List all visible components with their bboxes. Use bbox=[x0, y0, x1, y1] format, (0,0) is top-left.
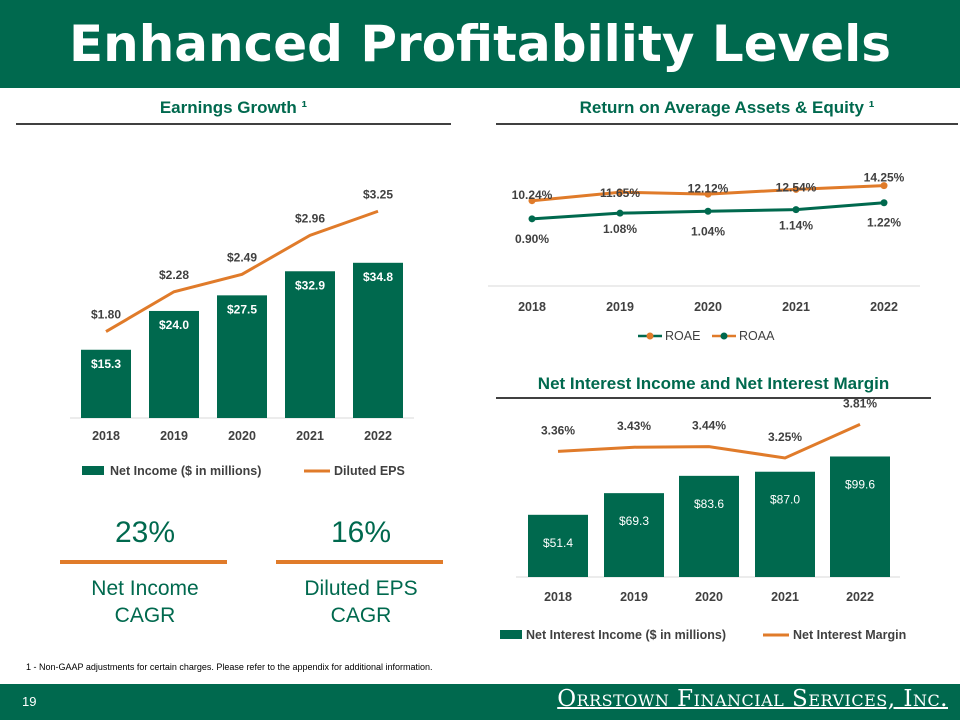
data-label-roae-2022: 14.25% bbox=[864, 171, 905, 185]
x-tick-label-2020: 2020 bbox=[694, 300, 722, 314]
marker-roae-2020 bbox=[704, 207, 712, 215]
x-tick-label-2021: 2021 bbox=[771, 590, 799, 604]
line-label-nim-2019: 3.43% bbox=[617, 419, 651, 433]
marker-roae-2021 bbox=[792, 206, 800, 214]
line-net-interest-margin bbox=[557, 423, 861, 460]
earnings-growth-chart: $15.3 2018 $1.80 $24.0 2019 $2.28 $27.5 2020 $2.… bbox=[70, 187, 414, 478]
bar-net-income-2021 bbox=[285, 271, 335, 418]
data-label-roaa-2021: 1.14% bbox=[779, 219, 813, 233]
legend-label-nii: Net Interest Income ($ in millions) bbox=[526, 628, 726, 642]
x-tick-label-2021: 2021 bbox=[296, 429, 324, 443]
legend-label-nim: Net Interest Margin bbox=[793, 628, 906, 642]
legend-label-net-income: Net Income ($ in millions) bbox=[110, 464, 261, 478]
line-label-eps-2018: $1.80 bbox=[91, 308, 121, 322]
bar-label-nii-2021: $87.0 bbox=[770, 493, 800, 507]
title-banner bbox=[0, 0, 960, 88]
marker-roae-2018 bbox=[528, 215, 536, 223]
data-label-roaa-2019: 1.08% bbox=[603, 222, 637, 236]
data-label-roaa-2018: 0.90% bbox=[515, 232, 549, 246]
net-income-cagr-label: Net Income CAGR bbox=[91, 577, 199, 627]
marker-roae-2022 bbox=[880, 199, 888, 207]
data-label-roae-2020: 12.12% bbox=[688, 181, 729, 195]
eps-cagr-divider bbox=[276, 560, 443, 564]
line-label-eps-2020: $2.49 bbox=[227, 250, 257, 264]
data-label-roaa-2020: 1.04% bbox=[691, 224, 725, 238]
x-tick-label-2018: 2018 bbox=[518, 300, 546, 314]
line-label-eps-2022: $3.25 bbox=[363, 187, 393, 201]
x-tick-label-2019: 2019 bbox=[160, 429, 188, 443]
nii-chart: $51.4 2018 3.36% $69.3 2019 3.43% $83.6 2020 3.4… bbox=[500, 396, 906, 642]
marker-roaa-2019 bbox=[616, 188, 624, 196]
bar-label-nii-2018: $51.4 bbox=[543, 536, 573, 550]
x-tick-label-2022: 2022 bbox=[364, 429, 392, 443]
bar-nii-2020 bbox=[679, 475, 739, 577]
bar-net-income-2022 bbox=[353, 262, 403, 418]
bar-nii-2018 bbox=[528, 514, 588, 577]
bar-label-net-income-2019: $24.0 bbox=[159, 318, 189, 332]
roa-roe-title: Return on Average Assets & Equity ¹ bbox=[579, 98, 875, 117]
legend-marker-roae bbox=[646, 332, 654, 340]
earnings-growth-rule bbox=[16, 123, 451, 125]
marker-roaa-2021 bbox=[792, 185, 800, 193]
net-income-cagr-value: 23% bbox=[114, 516, 176, 549]
roa-roe-chart: 2018 2019 2020 2021 2022 10.24% 0.90% 11.65% 1.0… bbox=[488, 171, 920, 343]
bar-label-net-income-2021: $32.9 bbox=[295, 278, 325, 292]
bar-label-nii-2022: $99.6 bbox=[845, 477, 875, 491]
roa-roe-rule bbox=[496, 123, 958, 125]
x-tick-label-2021: 2021 bbox=[782, 300, 810, 314]
x-tick-label-2018: 2018 bbox=[544, 590, 572, 604]
line-label-eps-2021: $2.96 bbox=[295, 211, 325, 225]
eps-cagr-value: 16% bbox=[330, 516, 392, 549]
line-label-nim-2022: 3.81% bbox=[843, 396, 877, 410]
data-label-roae-2019: 11.65% bbox=[600, 186, 640, 200]
legend-label-roae: ROAE bbox=[665, 329, 700, 343]
line-label-nim-2020: 3.44% bbox=[692, 419, 726, 433]
line-label-nim-2018: 3.36% bbox=[541, 423, 575, 437]
line-diluted-eps bbox=[105, 209, 379, 333]
bar-nii-2019 bbox=[604, 493, 664, 577]
x-tick-label-2019: 2019 bbox=[620, 590, 648, 604]
x-tick-label-2019: 2019 bbox=[606, 300, 634, 314]
x-tick-label-2018: 2018 bbox=[92, 429, 120, 443]
legend-label-eps: Diluted EPS bbox=[334, 464, 405, 478]
x-tick-label-2020: 2020 bbox=[695, 590, 723, 604]
footer-bar bbox=[0, 684, 960, 720]
x-tick-label-2022: 2022 bbox=[870, 300, 898, 314]
data-label-roae-2021: 12.54% bbox=[776, 181, 817, 195]
data-label-roaa-2022: 1.22% bbox=[867, 216, 901, 230]
bar-label-net-income-2022: $34.8 bbox=[363, 270, 393, 284]
bar-net-income-2018 bbox=[81, 349, 131, 418]
bar-net-income-2019 bbox=[149, 310, 199, 418]
legend-marker-roaa bbox=[720, 332, 728, 340]
nii-rule bbox=[496, 397, 931, 399]
data-label-roae-2018: 10.24% bbox=[512, 188, 553, 202]
earnings-growth-title: Earnings Growth ¹ bbox=[159, 98, 308, 117]
x-tick-label-2020: 2020 bbox=[228, 429, 256, 443]
nii-title: Net Interest Income and Net Interest Mar… bbox=[537, 374, 890, 393]
legend-swatch-nii bbox=[500, 630, 522, 639]
bar-net-income-2020 bbox=[217, 295, 267, 418]
bar-nii-2022 bbox=[830, 456, 890, 577]
bar-label-net-income-2020: $27.5 bbox=[227, 302, 257, 316]
bar-label-net-income-2018: $15.3 bbox=[91, 357, 121, 371]
marker-roaa-2020 bbox=[704, 190, 712, 198]
eps-cagr-label: Diluted EPS CAGR bbox=[304, 577, 418, 627]
company-logo: Orrstown Financial Services, Inc. bbox=[557, 686, 948, 712]
marker-roaa-2022 bbox=[880, 182, 888, 190]
legend-swatch-net-income bbox=[82, 466, 104, 475]
marker-roae-2019 bbox=[616, 209, 624, 217]
line-label-nim-2021: 3.25% bbox=[768, 430, 802, 444]
bar-label-nii-2020: $83.6 bbox=[694, 497, 724, 511]
bar-nii-2021 bbox=[755, 471, 815, 577]
footnote: 1 - Non-GAAP adjustments for certain cha… bbox=[26, 662, 433, 672]
page-number: 19 bbox=[22, 694, 37, 709]
marker-roaa-2018 bbox=[528, 197, 536, 205]
page-title: Enhanced Profitability Levels bbox=[68, 15, 892, 73]
net-income-cagr-divider bbox=[60, 560, 227, 564]
bar-label-nii-2019: $69.3 bbox=[619, 514, 649, 528]
line-label-eps-2019: $2.28 bbox=[159, 268, 189, 282]
legend-label-roaa: ROAA bbox=[739, 329, 775, 343]
x-tick-label-2022: 2022 bbox=[846, 590, 874, 604]
